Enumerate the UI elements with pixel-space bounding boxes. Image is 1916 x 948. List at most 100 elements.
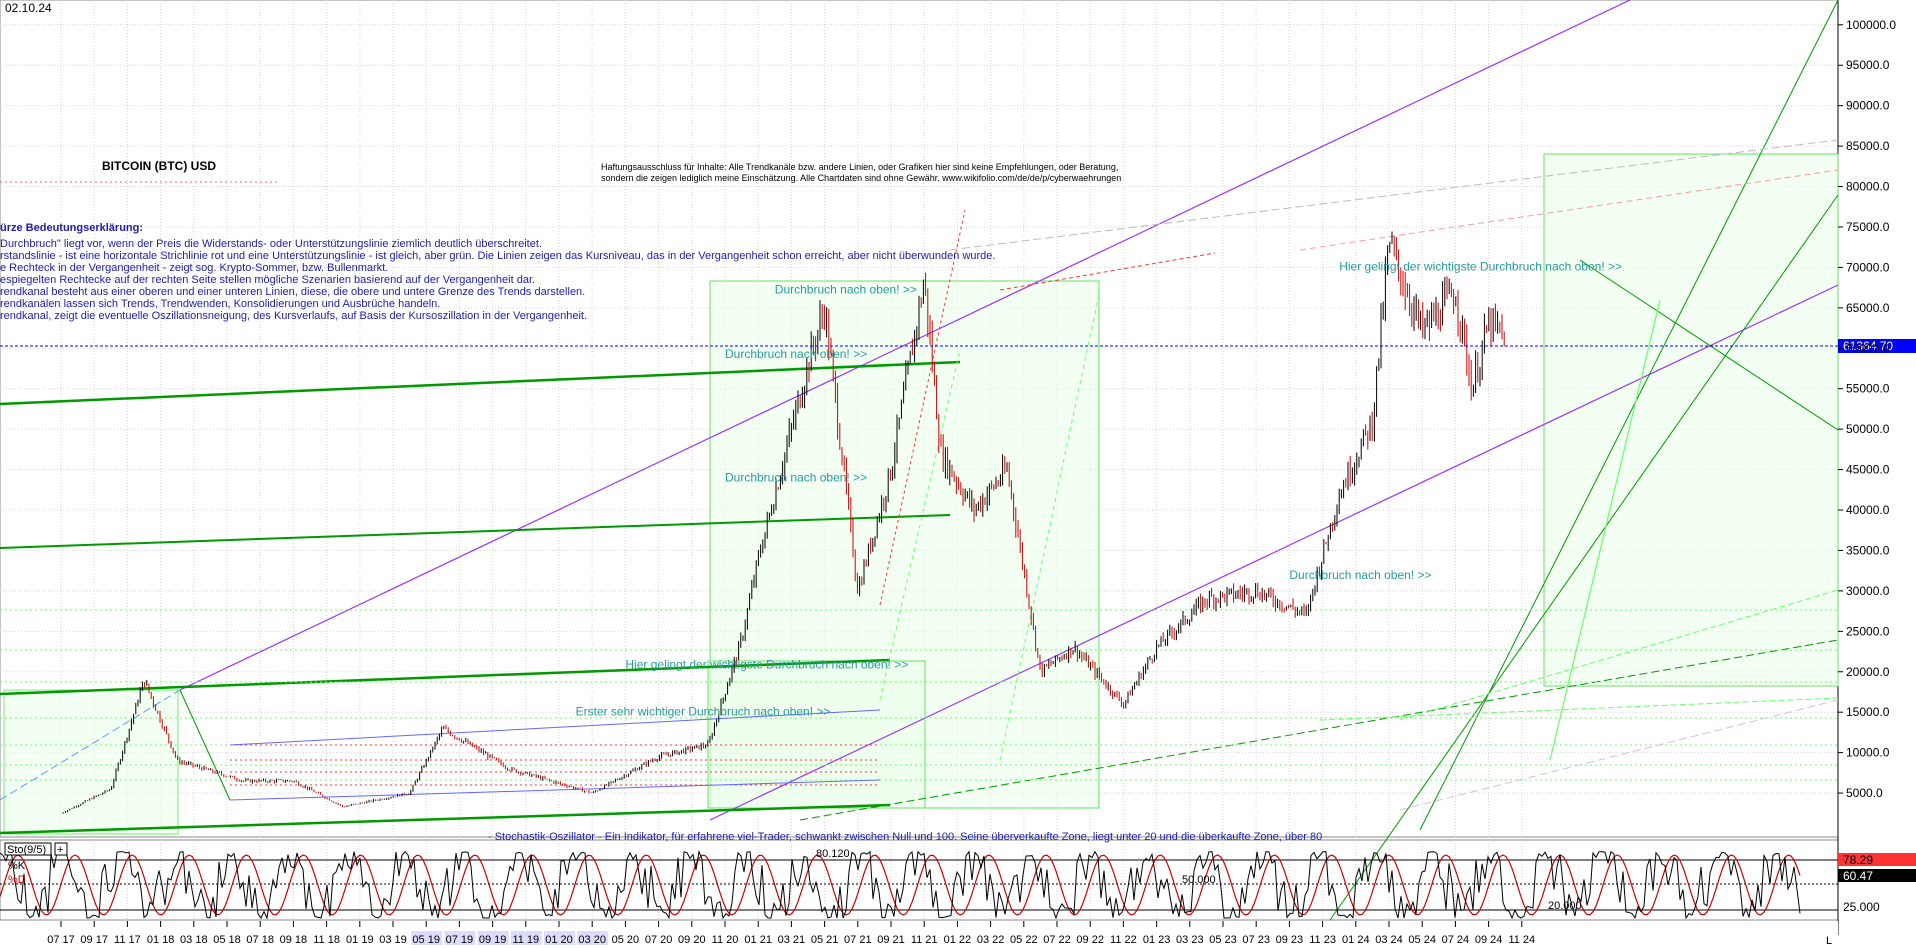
x-tick-label: 03 24 [1375,934,1403,946]
x-tick-label: 01 22 [944,934,972,946]
annotation: Hier gelingt der wichtigste Durchbruch n… [1339,260,1622,274]
x-tick-label: 09 21 [877,934,905,946]
annotation: Durchbruch nach oben! >> [775,282,917,296]
level-20: 20.000 [1548,900,1582,912]
y-tick-label: 20000.0 [1846,665,1890,679]
x-tick-label: 11 21 [911,934,938,946]
x-tick-label: 05 18 [213,934,241,946]
right-level-label: 25.000 [1843,900,1880,914]
red-dashed-upper [1299,169,1839,251]
green-channel-b [1329,194,1839,921]
x-tick-label: 07 23 [1242,934,1270,946]
y-tick-label: 5000.0 [1846,786,1883,800]
x-tick-label: 03 21 [778,934,806,946]
long-green-trend-3 [0,658,891,696]
x-tick-highlight [411,931,443,945]
annotation: Durchbruch nach oben! >> [725,347,867,361]
stochastic-d-line [0,854,1801,916]
green-dashed-2 [1399,589,1839,721]
x-tick-label: 11 20 [712,934,739,946]
x-tick-label: 05 19 [412,934,440,946]
y-tick-label: 50000.0 [1846,422,1890,436]
x-tick-label: 05 20 [612,934,640,946]
x-tick-label: 09 24 [1475,934,1503,946]
x-tick-label: 09 18 [280,934,308,946]
chart-title: BITCOIN (BTC) USD [102,159,216,173]
y-tick-label: 80000.0 [1846,180,1890,194]
x-tick-highlight [444,931,476,945]
long-green-trend-2 [0,514,951,549]
annotation: Erster sehr wichtiger Durchbruch nach ob… [576,704,831,718]
x-tick-label: 03 22 [977,934,1005,946]
x-tick-label: 11 17 [114,934,141,946]
x-tick-label: 03 18 [180,934,208,946]
explanation-line: rendkanal besteht aus einer oberen und e… [0,286,585,298]
blue-dashed-up [0,689,181,801]
x-tick-label: 11 19 [512,934,539,946]
annotation: Hier gelingt der wichtigste Durchbruch n… [625,658,908,672]
blue-channel-top [229,709,881,746]
k-value: 78.29 [1843,853,1873,867]
long-green-trend-1 [0,360,961,406]
explanation-line: rendkanal, zeigt die eventuelle Oszillat… [0,310,587,322]
x-tick-label: 09 17 [80,934,108,946]
y-tick-label: 45000.0 [1846,463,1890,477]
x-tick-label: 07 18 [246,934,274,946]
green-fall [179,689,231,801]
explanation-line: Durchbruch" liegt vor, wenn der Preis di… [0,238,542,250]
y-tick-label: 75000.0 [1846,220,1890,234]
upper-purple-channel [179,0,1631,691]
x-tick-highlight [510,931,542,945]
y-tick-label: 60000.0 [1846,341,1890,355]
x-axis-band [0,921,1838,948]
x-tick-label: 09 22 [1076,934,1104,946]
x-tick-label: 01 24 [1342,934,1370,946]
explanation-line: e Rechteck in der Vergangenheit - zeigt … [0,262,388,274]
x-tick-label: 03 19 [379,934,407,946]
y-tick-label: 100000.0 [1846,18,1896,32]
annotations: Durchbruch nach oben! >> Durchbruch nach … [576,260,1622,719]
x-tick-label: 01 18 [147,934,175,946]
x-tick-label: 07 20 [645,934,673,946]
x-tick-label: 01 23 [1143,934,1171,946]
x-tick-label: 07 22 [1043,934,1071,946]
x-tick-highlight [477,931,509,945]
x-tick-label: 07 19 [446,934,474,946]
d-label: %D [8,874,26,886]
annotation: Durchbruch nach oben! >> [725,471,867,485]
x-axis-end-label: L [1826,935,1832,947]
x-tick-label: 11 24 [1508,934,1535,946]
x-tick-label: 09 20 [678,934,706,946]
y-tick-label: 25000.0 [1846,624,1890,638]
explanation-line: rstandslinie - ist eine horizontale Stri… [0,250,995,262]
explanation-heading: ürze Bedeutungserklärung: [0,222,143,234]
x-tick-label: 11 22 [1110,934,1137,946]
long-green-trend-4 [0,803,891,835]
x-tick-label: 05 22 [1010,934,1038,946]
last-price-label: 61364.70 [1843,339,1893,353]
price-candles [60,231,1505,814]
blue-channel-bottom [229,779,881,801]
x-tick-label: 09 23 [1276,934,1304,946]
level-50: 50.000 [1182,874,1216,886]
trend-lines [0,0,1839,921]
last-price-box [1838,339,1916,353]
y-tick-label: 15000.0 [1846,705,1890,719]
x-tick-label: 01 21 [744,934,772,946]
x-tick-highlight [577,931,609,945]
add-indicator-button[interactable] [54,842,68,856]
y-tick-label: 95000.0 [1846,58,1890,72]
steep-green-line [1549,299,1661,761]
x-tick-label: 07 24 [1442,934,1470,946]
y-tick-label: 40000.0 [1846,503,1890,517]
d-value: 60.47 [1843,869,1873,883]
level-80: 80.120 [816,848,850,860]
red-dashed-2 [999,252,1216,291]
x-tick-label: 05 21 [811,934,839,946]
x-tick-label: 07 21 [844,934,872,946]
date-label: 02.10.24 [5,1,52,15]
x-tick-label: 01 20 [545,934,573,946]
y-axis-ticks: 100000.0 95000.0 90000.0 85000.0 80000.0 7500… [1838,18,1896,800]
x-tick-highlight [544,931,575,945]
